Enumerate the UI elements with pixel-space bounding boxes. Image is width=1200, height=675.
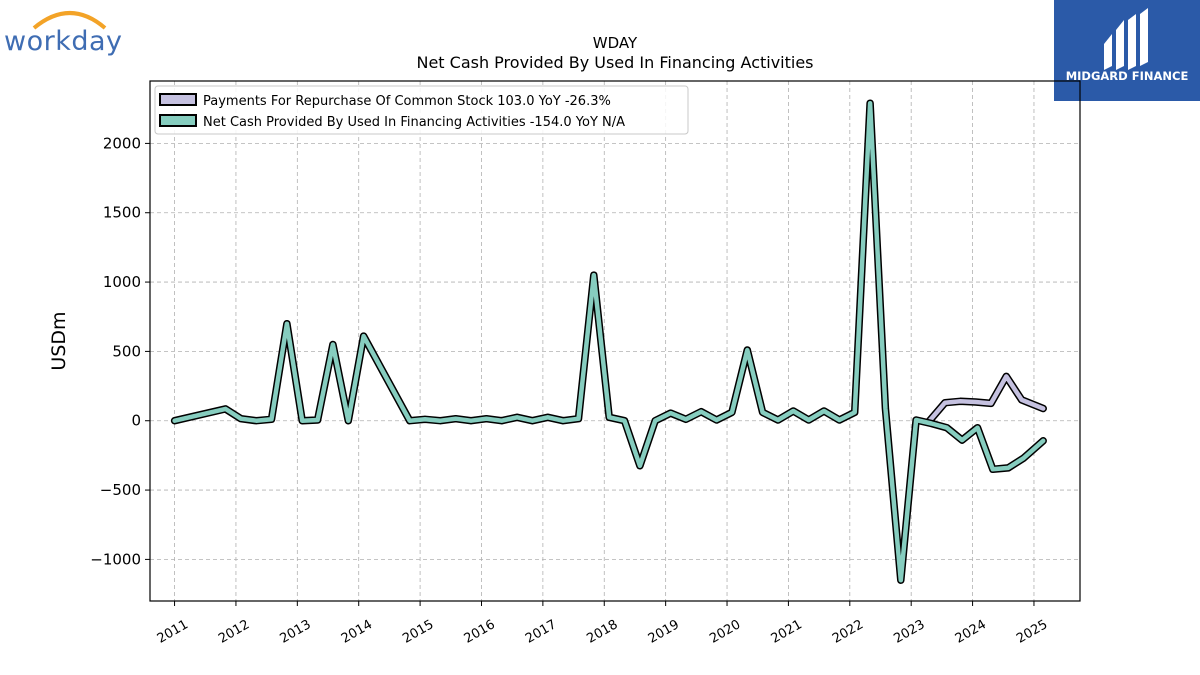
x-tick-label: 2019 <box>646 617 682 647</box>
workday-arc-icon <box>32 11 107 30</box>
y-tick-label: 500 <box>112 342 141 360</box>
x-tick-label: 2011 <box>155 617 191 647</box>
x-tick-label: 2022 <box>830 617 866 647</box>
x-tick-label: 2017 <box>523 617 559 647</box>
y-axis-label: USDm <box>48 311 70 370</box>
legend-label-financing: Net Cash Provided By Used In Financing A… <box>203 115 625 130</box>
x-tick-label: 2023 <box>891 617 927 647</box>
y-tick-label: 0 <box>131 412 141 430</box>
y-tick-label: 1500 <box>103 204 141 222</box>
y-tick-label: 2000 <box>103 134 141 152</box>
legend-swatch-repurchase <box>159 93 197 106</box>
x-tick-label: 2020 <box>707 617 743 647</box>
series-financing-outline <box>170 99 1047 584</box>
plot-frame <box>149 80 1081 602</box>
y-axis: −1000 −500 0 500 1000 1500 2000 <box>90 134 150 568</box>
series-financing-line <box>172 100 1046 583</box>
x-tick-label: 2013 <box>277 617 313 647</box>
midgard-emblem-icon <box>1104 8 1148 70</box>
chart-subtitle: Net Cash Provided By Used In Financing A… <box>416 53 813 72</box>
x-tick-label: 2021 <box>769 617 805 647</box>
x-tick-label: 2014 <box>339 617 375 647</box>
y-tick-label: −1000 <box>90 550 141 568</box>
x-axis: 2011 2012 2013 2014 2015 2016 2017 2018 2019 2020… <box>155 601 1050 647</box>
y-tick-label: −500 <box>100 481 141 499</box>
midgard-brand-text: MIDGARD FINANCE <box>1065 69 1189 83</box>
workday-wordmark: workday <box>4 26 123 57</box>
legend-label-repurchase: Payments For Repurchase Of Common Stock … <box>203 94 611 109</box>
x-tick-label: 2024 <box>953 617 989 647</box>
legend-box <box>154 85 689 135</box>
legend-swatch-financing <box>159 114 197 127</box>
series-layer <box>170 99 1047 584</box>
x-tick-label: 2015 <box>400 617 436 647</box>
midgard-finance-logo: MIDGARD FINANCE <box>1054 0 1200 101</box>
series-repurchase-outline <box>925 372 1047 425</box>
series-repurchase-line <box>927 374 1046 423</box>
chart-title: WDAY <box>593 34 638 52</box>
legend: Payments For Repurchase Of Common Stock … <box>154 85 689 135</box>
x-tick-label: 2012 <box>216 617 252 647</box>
workday-logo: workday <box>4 4 134 57</box>
x-tick-label: 2016 <box>462 617 498 647</box>
x-tick-label: 2025 <box>1014 617 1050 647</box>
y-tick-label: 1000 <box>103 273 141 291</box>
grid <box>150 81 1080 601</box>
x-tick-label: 2018 <box>584 617 620 647</box>
